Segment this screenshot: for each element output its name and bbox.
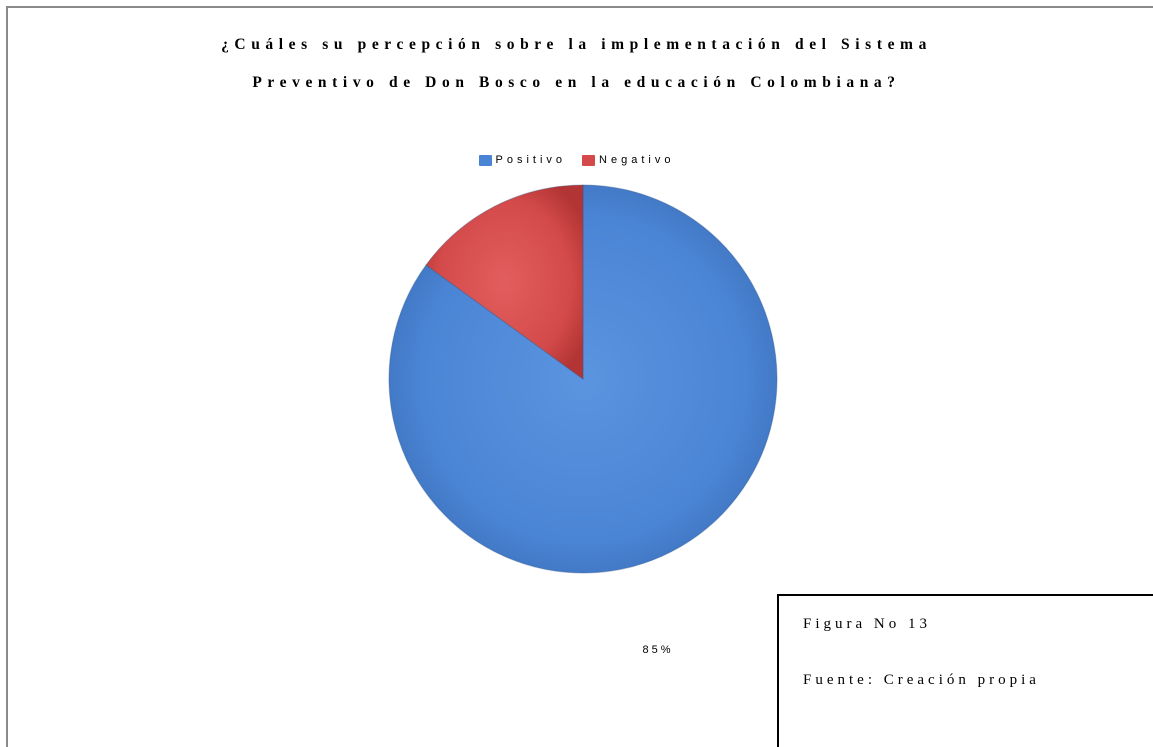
legend-swatch-negativo [582, 154, 596, 166]
chart-title: ¿Cuáles su percepción sobre la implement… [0, 26, 1153, 102]
figure-caption-box: Figura No 13 Fuente: Creación propia [777, 594, 1153, 747]
legend-item-positivo: Positivo [478, 154, 567, 166]
legend-item-negativo: Negativo [582, 154, 674, 166]
legend-label-positivo: Positivo [495, 154, 567, 166]
figure-source: Fuente: Creación propia [803, 672, 1040, 688]
figure-number: Figura No 13 [803, 616, 931, 632]
chart-title-line-2: Preventivo de Don Bosco en la educación … [252, 74, 901, 91]
pie-slice-negativo [425, 184, 584, 380]
chart-legend: Positivo Negativo [0, 150, 1153, 170]
legend-label-negativo: Negativo [599, 154, 675, 166]
pie-data-label-positivo: 85% [642, 644, 674, 656]
legend-swatch-positivo [478, 154, 492, 166]
chart-title-line-1: ¿Cuáles su percepción sobre la implement… [221, 36, 932, 53]
pie-slice-positivo [388, 184, 778, 574]
